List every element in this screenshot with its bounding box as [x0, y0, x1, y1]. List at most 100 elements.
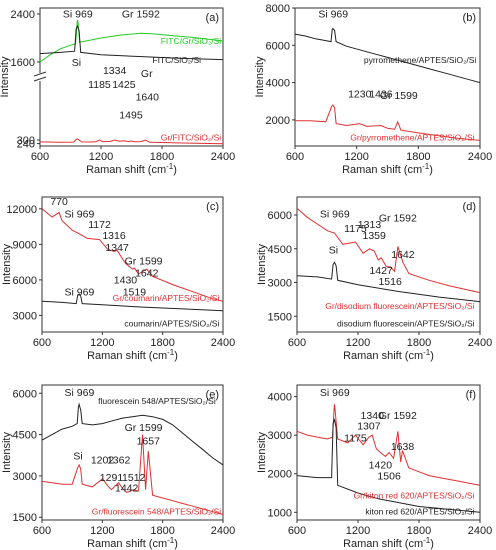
peak-label: 1512: [122, 472, 146, 484]
y-tick-label: 2000: [266, 115, 290, 127]
peak-label: Gr 1592: [122, 9, 160, 21]
series-line-0: [294, 27, 481, 84]
y-tick-label: 3000: [268, 430, 292, 442]
peak-label: 1334: [103, 65, 127, 77]
y-axis-label: Intensity: [0, 56, 11, 97]
x-axis-label: Raman shift (cm-1): [343, 536, 434, 550]
axis-break-mark: [33, 71, 47, 77]
panel-label: (a): [206, 12, 219, 24]
peak-label: 1175: [344, 223, 367, 235]
y-tick-label: 12000: [6, 204, 37, 216]
peak-label: 1425: [112, 79, 136, 91]
x-axis-label-sup: -1: [422, 162, 430, 171]
peak-label: Si 969: [63, 9, 93, 21]
peak-label: 1516: [378, 276, 402, 288]
peak-label: 1316: [102, 230, 126, 242]
peak-label: Si 969: [65, 287, 95, 299]
series-line-1: [39, 24, 224, 61]
x-axis-label: Raman shift (cm-1): [342, 162, 433, 176]
peak-label: Gr 1599: [125, 422, 163, 434]
peak-label: Gr 1592: [379, 212, 417, 224]
x-axis-label-end: ): [173, 164, 177, 176]
y-tick-label: 6000: [13, 388, 37, 400]
series-line-0: [41, 208, 224, 302]
x-axis-label-sup: -1: [167, 348, 175, 357]
plot-frame: [41, 196, 224, 333]
peak-label: Si: [73, 450, 82, 462]
series-line-0: [39, 19, 224, 63]
peak-label: 1495: [119, 109, 143, 121]
panel-label: (d): [463, 201, 476, 213]
peak-label: Gr 1592: [379, 410, 417, 422]
x-axis-label: Raman shift (cm-1): [87, 348, 178, 362]
series-line-1: [41, 293, 224, 312]
x-axis-label-sup: -1: [166, 162, 174, 171]
y-axis-label: Intensity: [256, 432, 268, 473]
series-label: kiton red 620/APTES/SiO₂/Si: [365, 507, 474, 517]
x-tick-label: 1200: [344, 151, 368, 163]
y-tick-label: 2400: [11, 9, 35, 21]
x-tick-label: 1200: [90, 525, 114, 537]
x-tick-label: 1800: [150, 151, 174, 163]
series-label: fluorescein 548/APTES/SiO₂/Si: [98, 396, 216, 406]
series-line-1: [41, 434, 224, 515]
x-axis-label-sup: -1: [423, 348, 431, 357]
series-label: Gr/disodium fluorescein/APTES/SiO₂/Si: [325, 301, 474, 311]
peak-label: 1230: [348, 89, 372, 101]
peak-label: 1307: [357, 421, 381, 433]
y-tick-label: 240: [17, 139, 35, 151]
y-tick-label: 6000: [13, 275, 37, 287]
panel-label: (b): [463, 12, 476, 24]
x-axis-label-end: ): [430, 350, 434, 362]
x-axis-label-end: ): [174, 538, 178, 550]
x-tick-label: 1200: [346, 525, 370, 537]
y-tick-label: 3000: [268, 278, 292, 290]
x-tick-label: 600: [33, 525, 51, 537]
x-tick-label: 2400: [211, 151, 235, 163]
series-label: Gr/fluorescein 548/APTES/SiO₂/Si: [92, 507, 222, 517]
peak-label: 1291: [100, 472, 124, 484]
x-tick-label: 1800: [150, 337, 174, 349]
y-axis-label: Intensity: [1, 432, 13, 473]
series-line-0: [41, 402, 224, 466]
peak-label: 1347: [105, 242, 129, 254]
peak-label: Si: [329, 245, 338, 257]
peak-label: 1172: [88, 219, 111, 231]
x-tick-label: 2400: [211, 525, 235, 537]
peak-label: 1642: [391, 249, 415, 261]
series-line-1: [295, 104, 481, 141]
peak-label: 1657: [137, 435, 161, 447]
series-line-1: [296, 261, 481, 303]
x-axis-label-sup: -1: [167, 536, 175, 545]
x-tick-label: 1800: [407, 525, 431, 537]
peak-label: 1359: [362, 230, 386, 242]
y-tick-label: 4500: [268, 244, 292, 256]
peak-label: Si 969: [65, 387, 95, 399]
x-tick-label: 600: [286, 151, 304, 163]
peak-label: Si 969: [320, 208, 350, 220]
x-tick-label: 1800: [406, 151, 430, 163]
y-tick-label: 2000: [268, 469, 292, 481]
series-label: FITC/SiO₂/Si: [152, 55, 201, 65]
x-tick-label: 1200: [90, 337, 114, 349]
x-tick-label: 600: [31, 151, 49, 163]
axis-break-mark: [33, 76, 47, 82]
panel-label: (f): [466, 389, 476, 401]
peak-label: 1185: [88, 79, 111, 91]
y-tick-label: 6000: [268, 210, 292, 222]
series-label: FITC/Gr/SiO₂/Si: [161, 36, 222, 46]
peak-label: 1362: [107, 454, 131, 466]
y-tick-label: 9000: [13, 239, 37, 251]
y-tick-label: 4000: [266, 78, 290, 90]
x-axis-label: Raman shift (cm-1): [87, 536, 178, 550]
x-tick-label: 1200: [346, 337, 370, 349]
y-axis-label: Intensity: [256, 244, 268, 285]
x-axis-label: Raman shift (cm-1): [343, 348, 434, 362]
plot-frame: [39, 7, 224, 147]
series-label: Gr/kiton red 620/APTES/SiO₂/Si: [354, 490, 475, 500]
series-line-0: [296, 404, 481, 486]
peak-label: 1202: [91, 454, 115, 466]
peak-label: Si: [72, 57, 81, 69]
x-tick-label: 1800: [407, 337, 431, 349]
